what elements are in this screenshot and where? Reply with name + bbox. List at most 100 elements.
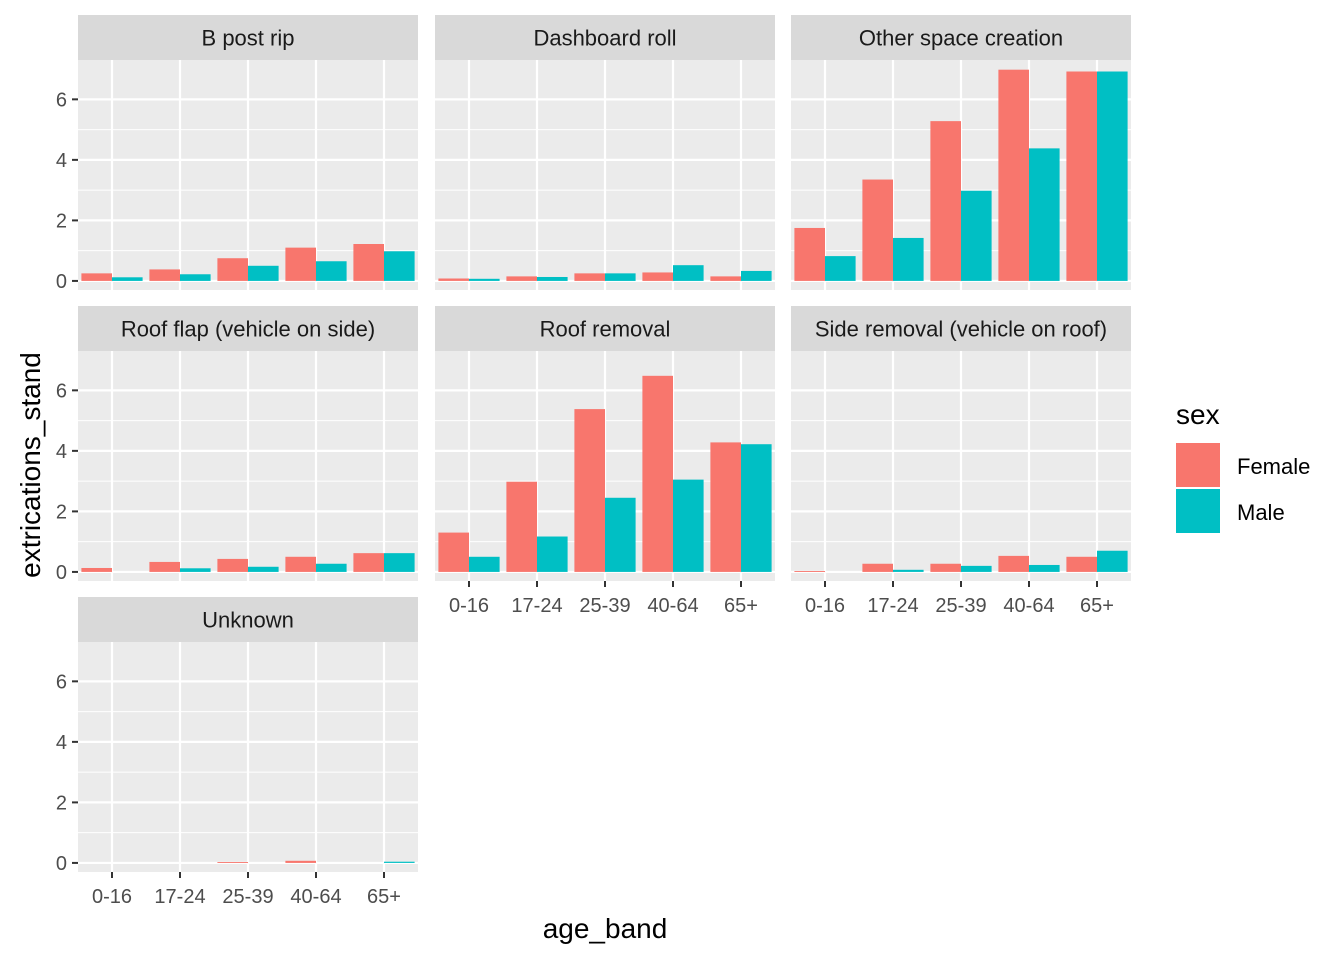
x-tick-label: 0-16 — [805, 595, 845, 617]
facet-title: Unknown — [202, 608, 294, 633]
bar-male-25-39 — [961, 190, 992, 281]
bar-female-17-24 — [149, 269, 180, 281]
bar-male-65+ — [384, 251, 415, 281]
x-tick-label: 25-39 — [579, 595, 630, 617]
bar-male-65+ — [384, 553, 415, 572]
facet-title: Other space creation — [859, 26, 1063, 51]
bar-female-25-39 — [574, 409, 605, 572]
x-tick-label: 40-64 — [1003, 595, 1054, 617]
bar-male-25-39 — [248, 566, 279, 572]
bar-female-0-16 — [794, 227, 825, 281]
x-tick-label: 0-16 — [449, 595, 489, 617]
facet-title: Roof removal — [540, 317, 671, 342]
bar-female-0-16 — [438, 532, 469, 572]
bar-male-40-64 — [673, 479, 704, 572]
x-tick-label: 17-24 — [867, 595, 918, 617]
y-tick-label: 2 — [56, 501, 67, 523]
x-tick-label: 25-39 — [222, 886, 273, 908]
facet-strip — [78, 597, 418, 642]
bar-male-17-24 — [537, 276, 568, 281]
bar-female-40-64 — [642, 272, 673, 281]
bar-male-65+ — [384, 861, 415, 863]
x-tick-label: 17-24 — [511, 595, 562, 617]
bar-female-25-39 — [217, 558, 248, 572]
bar-male-65+ — [741, 444, 772, 572]
facet-roof-flap-vehicle-on-side: Roof flap (vehicle on side) 0 2 4 6 — [56, 306, 418, 584]
bar-male-17-24 — [180, 274, 211, 281]
bar-female-40-64 — [285, 556, 316, 572]
bar-female-17-24 — [506, 276, 537, 281]
x-tick-label: 65+ — [1080, 595, 1114, 617]
x-tick-label: 25-39 — [935, 595, 986, 617]
x-tick-label: 40-64 — [290, 886, 341, 908]
facet-strip — [435, 306, 775, 351]
facet-other-space-creation: Other space creation — [791, 15, 1131, 290]
bar-female-17-24 — [149, 561, 180, 572]
bar-female-0-16 — [794, 571, 825, 572]
bar-female-40-64 — [642, 375, 673, 572]
y-tick-label: 6 — [56, 380, 67, 402]
bar-female-25-39 — [217, 258, 248, 281]
bar-male-65+ — [1097, 550, 1128, 572]
bar-female-25-39 — [217, 862, 248, 863]
bar-female-65+ — [710, 442, 741, 572]
bar-female-0-16 — [438, 278, 469, 281]
y-tick-label: 0 — [56, 562, 67, 584]
legend-label-female: Female — [1237, 454, 1310, 479]
y-axis-title: extrications_stand — [15, 352, 46, 578]
bar-male-0-16 — [112, 277, 143, 281]
facet-title: Side removal (vehicle on roof) — [815, 317, 1107, 342]
bar-male-25-39 — [248, 265, 279, 281]
y-tick-label: 4 — [56, 732, 67, 754]
y-tick-label: 6 — [56, 671, 67, 693]
bar-female-65+ — [710, 276, 741, 281]
bar-female-17-24 — [862, 179, 893, 281]
bar-male-17-24 — [893, 237, 924, 281]
facet-roof-removal: Roof removal 0-16 17-24 25-39 40-64 65+ — [435, 306, 775, 617]
bar-male-17-24 — [537, 536, 568, 572]
bar-female-65+ — [1066, 556, 1097, 572]
facet-side-removal-vehicle-on-roof: Side removal (vehicle on roof) 0-16 17-24 2… — [791, 306, 1131, 617]
bar-male-0-16 — [469, 278, 500, 281]
bar-female-65+ — [353, 244, 384, 281]
bar-male-65+ — [741, 270, 772, 281]
x-tick-label: 65+ — [724, 595, 758, 617]
bar-female-40-64 — [998, 69, 1029, 281]
facet-strip — [791, 15, 1131, 60]
y-tick-label: 2 — [56, 210, 67, 232]
bar-female-25-39 — [930, 121, 961, 281]
legend-label-male: Male — [1237, 500, 1285, 525]
y-tick-label: 0 — [56, 271, 67, 293]
facet-b-post-rip: B post rip 0 2 4 6 — [56, 15, 418, 293]
bar-female-17-24 — [506, 481, 537, 572]
legend-key-male — [1176, 489, 1220, 533]
y-tick-label: 6 — [56, 89, 67, 111]
bar-male-0-16 — [469, 556, 500, 572]
legend-key-female — [1176, 443, 1220, 487]
facet-dashboard-roll: Dashboard roll — [435, 15, 775, 290]
facet-strip — [78, 306, 418, 351]
bar-male-25-39 — [605, 497, 636, 572]
bar-female-40-64 — [998, 555, 1029, 572]
y-tick-label: 0 — [56, 853, 67, 875]
bar-female-0-16 — [81, 273, 112, 281]
bar-female-40-64 — [285, 247, 316, 281]
x-tick-label: 40-64 — [647, 595, 698, 617]
facet-strip — [78, 15, 418, 60]
facet-title: Dashboard roll — [533, 26, 676, 51]
bar-female-0-16 — [81, 567, 112, 572]
bar-male-25-39 — [605, 273, 636, 281]
bar-female-17-24 — [862, 563, 893, 572]
bar-male-40-64 — [1029, 564, 1060, 572]
bar-female-25-39 — [930, 563, 961, 572]
y-tick-label: 4 — [56, 150, 67, 172]
bar-male-17-24 — [893, 569, 924, 572]
bar-male-40-64 — [1029, 148, 1060, 281]
y-tick-label: 2 — [56, 792, 67, 814]
bar-male-17-24 — [180, 568, 211, 572]
facet-unknown: Unknown 0 2 4 6 0-16 17-24 25-39 40-64 65+ — [56, 597, 418, 908]
facet-title: Roof flap (vehicle on side) — [121, 317, 375, 342]
facet-title: B post rip — [202, 26, 295, 51]
